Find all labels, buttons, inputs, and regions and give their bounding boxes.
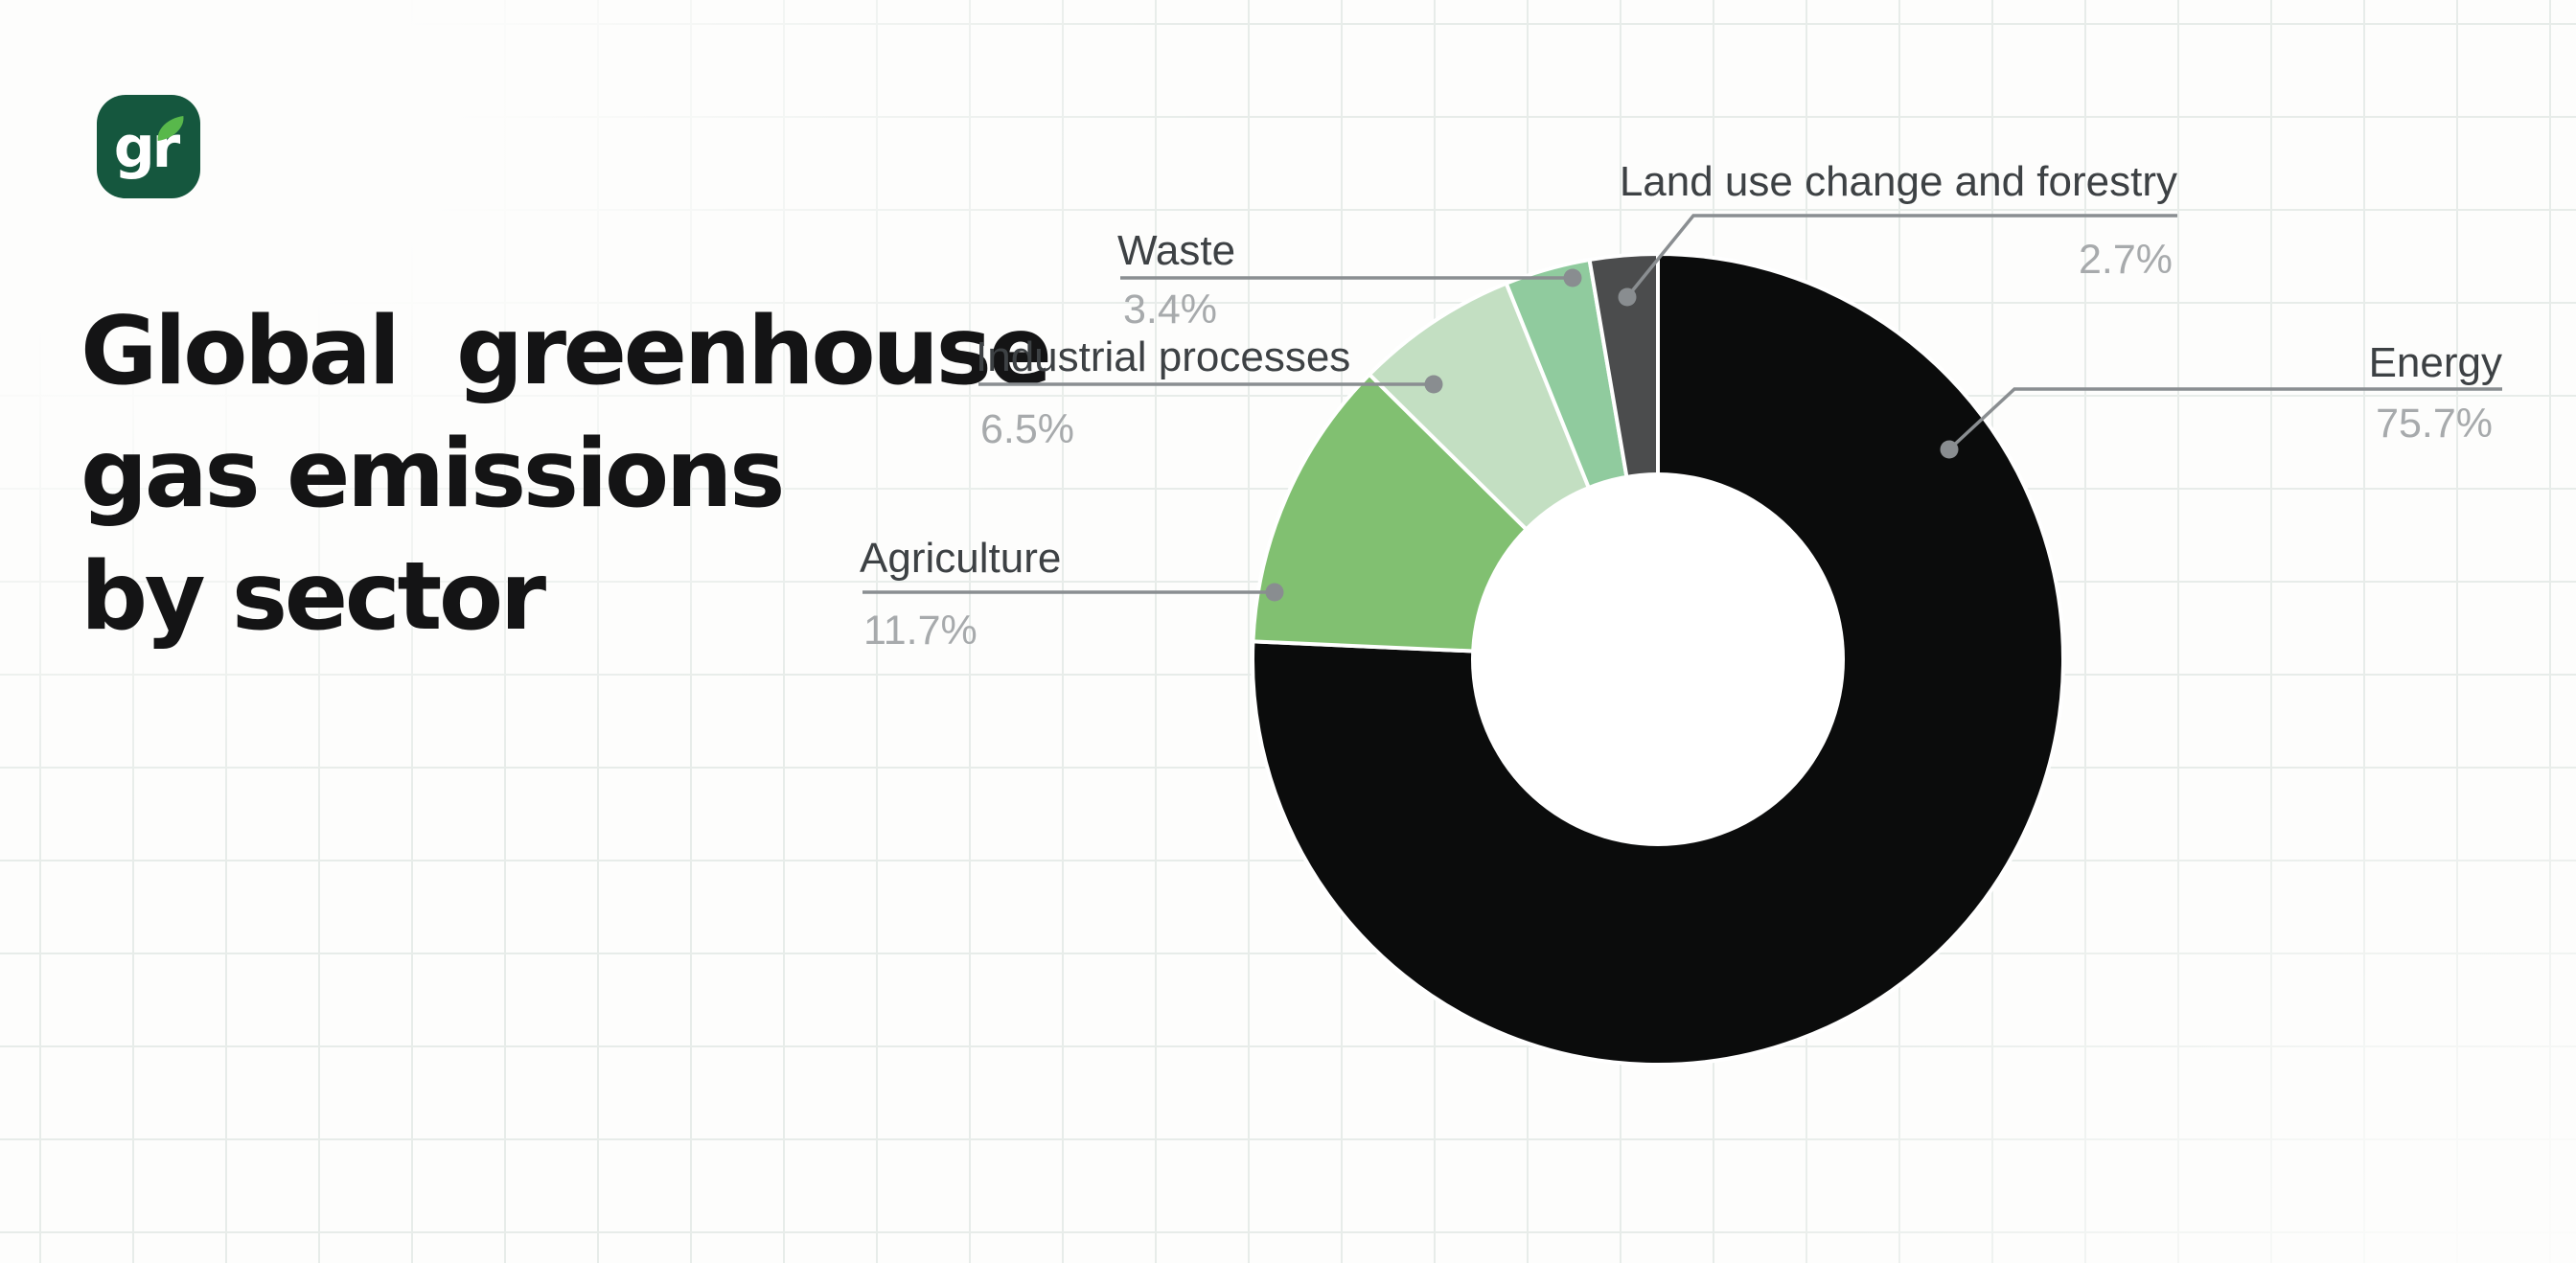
callout-dot-industrial-processes bbox=[1424, 375, 1443, 394]
donut-hole bbox=[1471, 472, 1845, 846]
callout-line-energy bbox=[1947, 387, 2502, 451]
callout-line-land-use-change-and-forestry bbox=[1625, 214, 2177, 299]
callout-dot-energy bbox=[1940, 440, 1959, 459]
brand-logo: gr bbox=[97, 95, 200, 198]
page-title: Global greenhouse gas emissions by sector bbox=[80, 290, 1052, 658]
callout-dot-land-use-change-and-forestry bbox=[1618, 287, 1637, 307]
title-line-1: Global greenhouse bbox=[80, 297, 1052, 406]
callout-dot-agriculture bbox=[1265, 583, 1284, 602]
title-line-3: by sector bbox=[80, 542, 546, 652]
slice-pct-land-use-change-and-forestry: 2.7% bbox=[2078, 237, 2173, 283]
slice-label-energy: Energy bbox=[2368, 339, 2502, 386]
slice-label-industrial-processes: Industrial processes bbox=[976, 333, 1351, 380]
title-line-2: gas emissions bbox=[80, 420, 785, 529]
slice-pct-industrial-processes: 6.5% bbox=[980, 406, 1075, 452]
slice-label-agriculture: Agriculture bbox=[860, 535, 1062, 582]
slice-pct-waste: 3.4% bbox=[1123, 287, 1218, 333]
slice-label-land-use-change-and-forestry: Land use change and forestry bbox=[1619, 158, 2177, 205]
callout-dot-waste bbox=[1563, 268, 1582, 287]
slice-label-waste: Waste bbox=[1117, 227, 1236, 274]
slice-pct-agriculture: 11.7% bbox=[863, 608, 978, 654]
slice-pct-energy: 75.7% bbox=[2376, 401, 2493, 447]
